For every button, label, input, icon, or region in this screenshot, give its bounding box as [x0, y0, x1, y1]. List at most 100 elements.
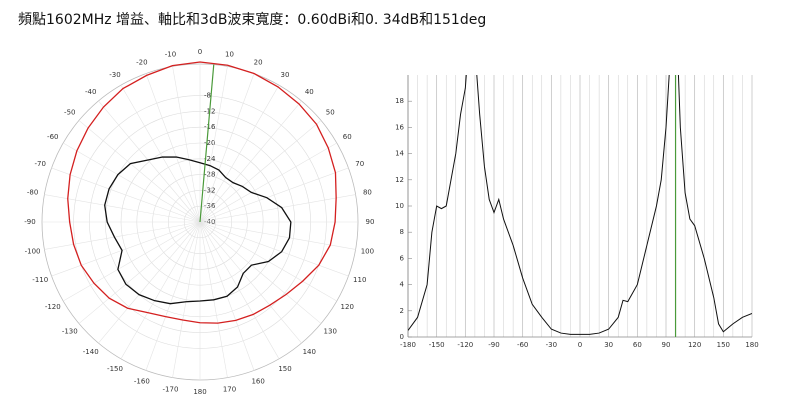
x-tick-label: 150: [717, 341, 730, 349]
theta-tick-label: 0: [198, 48, 202, 56]
theta-tick-label: -170: [163, 385, 179, 393]
theta-tick-label: -30: [109, 71, 120, 79]
spoke: [51, 167, 201, 223]
spoke: [199, 142, 337, 223]
theta-tick-label: -100: [25, 248, 41, 256]
r-tick-label: -16: [204, 123, 216, 131]
theta-tick-label: 150: [278, 365, 291, 373]
y-tick-label: 18: [395, 97, 404, 105]
polar-trace: [104, 156, 292, 305]
spoke: [44, 194, 201, 223]
y-tick-label: 2: [400, 307, 404, 315]
spoke: [199, 73, 255, 223]
spoke: [63, 221, 201, 302]
line-chart: -180 -150 -120 -90 -60 -30 0 30 60 90 120 150 180 0 2 4…: [395, 75, 759, 349]
spoke: [199, 120, 322, 223]
theta-tick-label: 20: [254, 58, 263, 66]
theta-tick-label: -160: [134, 378, 150, 386]
y-tick-label: 16: [395, 123, 404, 131]
x-tick-label: -30: [546, 341, 557, 349]
x-tick-label: 180: [745, 341, 758, 349]
x-tick-label: -150: [429, 341, 445, 349]
x-tick-label: 120: [688, 341, 701, 349]
theta-tick-label: -140: [83, 348, 99, 356]
x-tick-label: -180: [400, 341, 416, 349]
r-tick-label: -20: [204, 139, 215, 147]
theta-tick-label: -150: [107, 365, 123, 373]
x-tick-label: 30: [604, 341, 613, 349]
theta-tick-label: -110: [32, 276, 48, 284]
theta-tick-label: 10: [225, 51, 234, 59]
x-tick-label: 90: [662, 341, 671, 349]
theta-tick-label: -80: [27, 188, 38, 196]
theta-tick-label: 170: [223, 385, 236, 393]
spoke: [199, 66, 228, 223]
polar-trace: [67, 61, 337, 324]
r-tick-label: -8: [204, 92, 211, 100]
y-tick-label: 8: [400, 228, 404, 236]
theta-tick-label: -120: [45, 303, 61, 311]
spoke: [199, 221, 322, 324]
theta-tick-label: 120: [341, 303, 354, 311]
spoke: [98, 221, 201, 344]
theta-tick-label: 80: [363, 188, 372, 196]
theta-tick-label: -60: [47, 133, 58, 141]
r-tick-label: -36: [204, 202, 216, 210]
y-tick-label: 6: [400, 254, 405, 262]
y-tick-label: 14: [395, 150, 404, 158]
y-tick-label: 4: [400, 281, 405, 289]
theta-tick-label: 100: [361, 248, 374, 256]
theta-tick-label: 110: [353, 276, 366, 284]
r-tick-label: -24: [204, 155, 216, 163]
x-tick-label: -120: [457, 341, 473, 349]
theta-tick-label: -70: [35, 160, 46, 168]
x-tick-label: 60: [633, 341, 642, 349]
spoke: [199, 85, 280, 223]
theta-tick-label: 50: [326, 109, 335, 117]
x-tick-label: 0: [578, 341, 582, 349]
x-tick-label: -90: [488, 341, 499, 349]
theta-tick-label: 90: [366, 218, 375, 226]
spoke: [199, 221, 349, 277]
theta-tick-label: 70: [355, 160, 364, 168]
spoke: [78, 120, 201, 223]
spoke: [120, 85, 201, 223]
theta-tick-label: -130: [62, 327, 78, 335]
spoke: [199, 194, 356, 223]
theta-tick-label: -90: [24, 218, 35, 226]
theta-tick-label: -50: [64, 109, 75, 117]
spoke: [199, 167, 349, 223]
theta-tick-label: 130: [324, 327, 337, 335]
theta-tick-label: 140: [303, 348, 316, 356]
theta-tick-label: 40: [305, 88, 314, 96]
spoke: [78, 221, 201, 324]
spoke: [199, 100, 302, 223]
spoke: [199, 221, 280, 359]
line-trace: [408, 75, 752, 335]
spoke: [51, 221, 201, 277]
spoke: [199, 221, 302, 344]
spoke: [63, 142, 201, 223]
spoke: [98, 100, 201, 223]
spoke: [44, 221, 201, 250]
y-tick-label: 10: [395, 202, 404, 210]
y-tick-label: 0: [400, 333, 404, 341]
page-title: 頻點1602MHz 增益、軸比和3dB波束寬度：0.60dBi和0. 34dB和…: [18, 11, 486, 28]
theta-tick-label: 60: [343, 133, 352, 141]
y-tick-label: 12: [395, 176, 404, 184]
theta-tick-label: -10: [165, 51, 176, 59]
spoke: [172, 66, 201, 223]
r-tick-label: -28: [204, 171, 215, 179]
spoke: [172, 221, 201, 378]
theta-tick-label: 30: [281, 71, 290, 79]
spoke: [145, 73, 201, 223]
r-tick-label: -32: [204, 186, 215, 194]
marker-line: [199, 64, 215, 223]
theta-tick-label: -20: [136, 58, 147, 66]
x-tick-label: -60: [517, 341, 528, 349]
spoke: [120, 221, 201, 359]
spoke: [145, 221, 201, 371]
theta-tick-label: -40: [85, 88, 96, 96]
polar-chart: -40-36-32-28-24-20-16-12-8-170-160-150-1…: [24, 48, 374, 396]
